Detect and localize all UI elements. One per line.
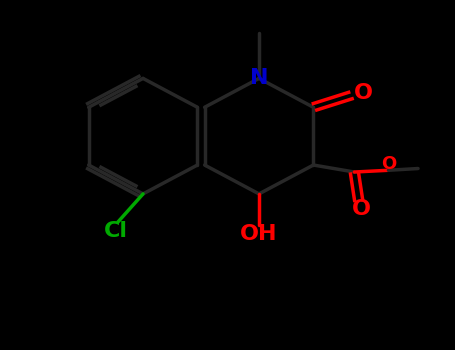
Text: O: O xyxy=(381,155,396,173)
Text: O: O xyxy=(354,83,373,103)
Text: N: N xyxy=(250,68,268,89)
Text: O: O xyxy=(352,199,371,219)
Text: Cl: Cl xyxy=(104,220,128,241)
Text: OH: OH xyxy=(240,224,278,244)
